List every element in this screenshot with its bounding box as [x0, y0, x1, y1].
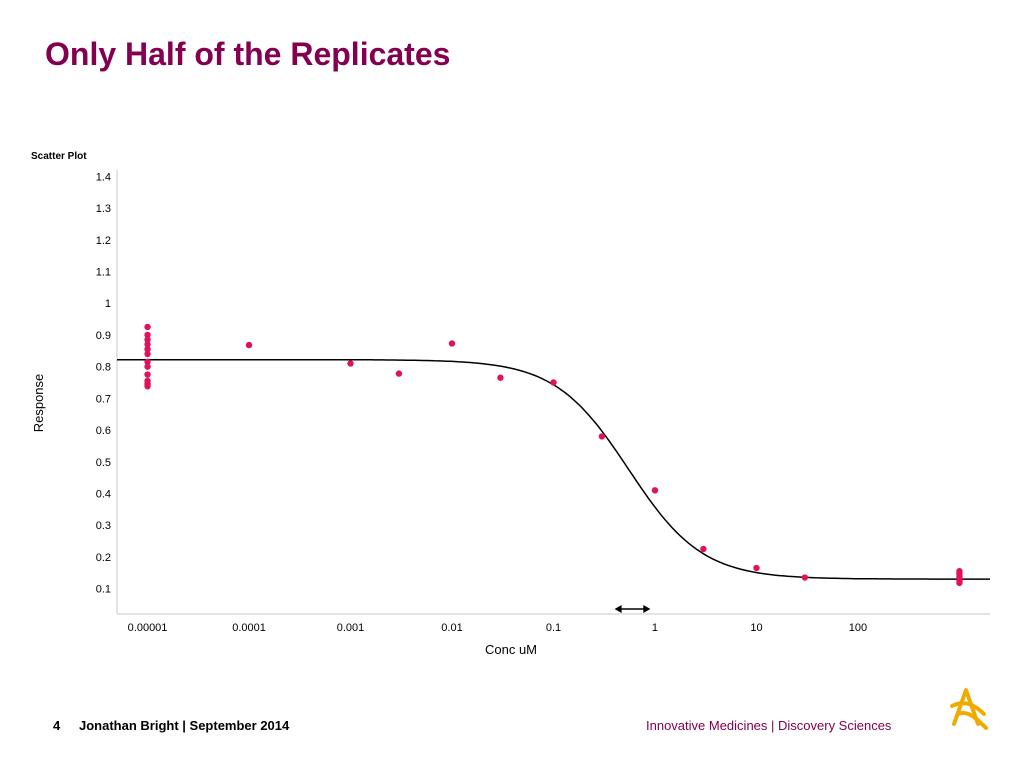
y-tick-label: 0.7 — [96, 393, 111, 405]
y-tick-label: 0.2 — [96, 552, 111, 564]
data-point — [753, 564, 760, 572]
data-point — [598, 433, 606, 440]
y-tick-label: 1.4 — [96, 171, 111, 183]
x-axis-label: Conc uM — [485, 642, 537, 657]
data-point — [144, 336, 151, 343]
y-tick-label: 1.2 — [96, 235, 111, 247]
data-point — [497, 374, 504, 381]
data-points — [144, 323, 963, 587]
y-tick-label: 0.9 — [96, 330, 111, 342]
x-tick-label: 0.001 — [337, 622, 365, 634]
x-tick-label: 10 — [750, 622, 762, 634]
data-point — [347, 360, 354, 367]
x-tick-label: 100 — [849, 622, 867, 634]
x-tick-label: 1 — [652, 622, 658, 634]
y-tick-label: 0.8 — [96, 362, 111, 374]
x-tick-label: 0.1 — [546, 622, 561, 634]
chart-title: Scatter Plot — [31, 151, 87, 162]
y-tick-label: 0.1 — [96, 584, 111, 596]
data-point — [395, 370, 403, 377]
y-axis-label: Response — [31, 374, 46, 433]
data-point — [144, 323, 151, 331]
y-tick-label: 1 — [105, 298, 111, 310]
data-point — [700, 545, 707, 553]
footer-department: Innovative Medicines | Discovery Science… — [646, 718, 892, 733]
y-tick-label: 1.3 — [96, 203, 111, 215]
data-point — [801, 574, 809, 581]
data-point — [448, 340, 456, 347]
y-tick-labels: 0.1 0.2 0.3 0.4 0.5 0.6 0.7 0.8 0.9 1 1.1 1.2 1.3 1.4 — [96, 171, 111, 595]
data-point — [144, 358, 151, 366]
data-point — [651, 487, 659, 494]
data-point — [144, 331, 151, 339]
data-point — [144, 363, 151, 370]
data-point — [144, 371, 151, 378]
y-tick-label: 0.3 — [96, 520, 111, 532]
astrazeneca-logo-icon — [950, 688, 988, 730]
ic50-range-arrow — [614, 605, 651, 613]
y-tick-label: 0.6 — [96, 425, 111, 437]
data-point — [550, 379, 557, 386]
footer-author-date: Jonathan Bright | September 2014 — [79, 718, 290, 733]
arrow-head-right — [643, 605, 651, 613]
x-tick-labels: 0.00001 0.0001 0.001 0.01 0.1 1 10 100 — [128, 622, 867, 634]
y-tick-label: 0.4 — [96, 488, 111, 500]
x-tick-label: 0.0001 — [232, 622, 266, 634]
data-point — [144, 383, 151, 390]
y-tick-label: 1.1 — [96, 266, 111, 278]
y-tick-label: 0.5 — [96, 457, 111, 469]
fit-curve — [117, 358, 990, 580]
page-number: 4 — [53, 718, 61, 733]
data-point — [144, 350, 151, 358]
x-tick-label: 0.00001 — [128, 622, 168, 634]
x-tick-label: 0.01 — [441, 622, 462, 634]
data-point — [245, 341, 253, 349]
data-point — [144, 345, 151, 353]
data-point — [144, 341, 151, 348]
slide-title: Only Half of the Replicates — [45, 36, 451, 72]
arrow-head-left — [614, 605, 622, 613]
data-point — [956, 579, 963, 587]
